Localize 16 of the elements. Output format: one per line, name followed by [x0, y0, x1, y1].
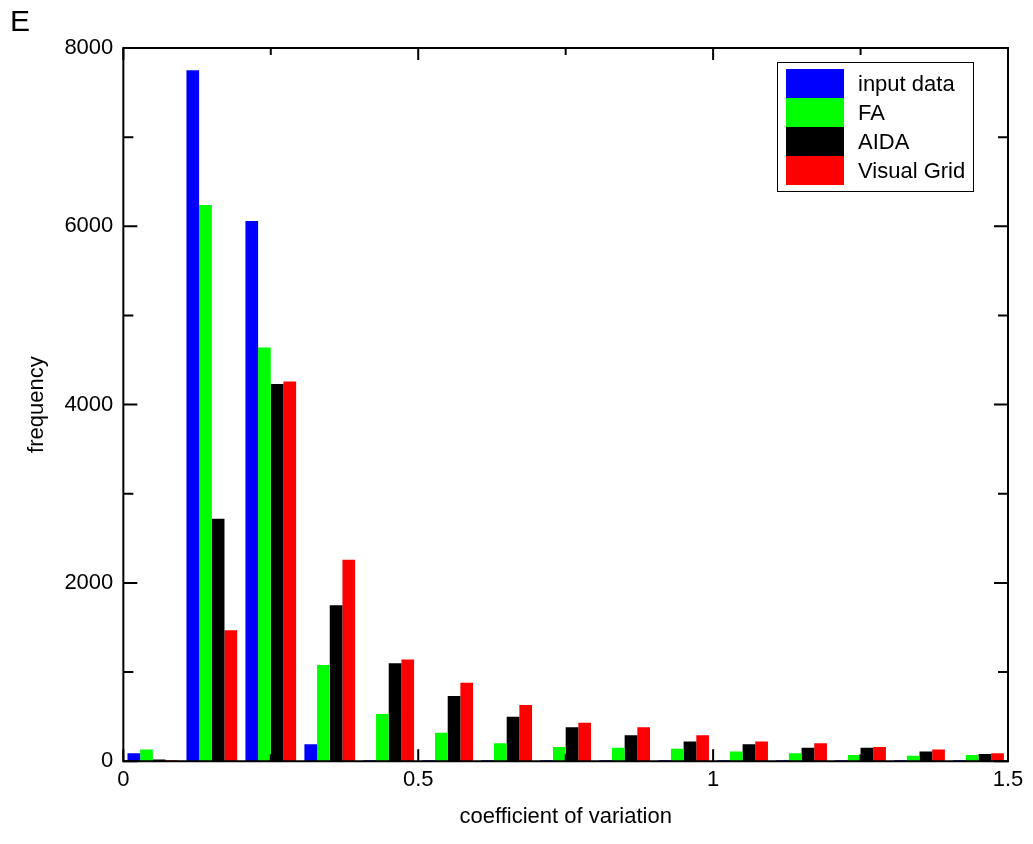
x-axis-title: coefficient of variation [459, 802, 672, 828]
y-tick-label: 0 [101, 747, 114, 773]
legend-label: Visual Grid [858, 157, 966, 184]
x-tick-label: 1 [706, 766, 720, 792]
x-tick-label: 0 [117, 766, 130, 792]
x-tick-label: 1.5 [992, 766, 1024, 792]
y-tick-label: 8000 [64, 34, 114, 60]
y-axis-title: frequency [23, 356, 49, 453]
legend-label: FA [858, 99, 885, 126]
y-tick-label: 2000 [64, 568, 114, 594]
text: E [10, 4, 31, 38]
legend-label: input data [858, 70, 955, 97]
legend-label: AIDA [858, 128, 910, 155]
y-tick-label: 4000 [64, 390, 114, 416]
x-tick-label: 0.5 [402, 766, 434, 792]
y-tick-label: 6000 [64, 212, 114, 238]
